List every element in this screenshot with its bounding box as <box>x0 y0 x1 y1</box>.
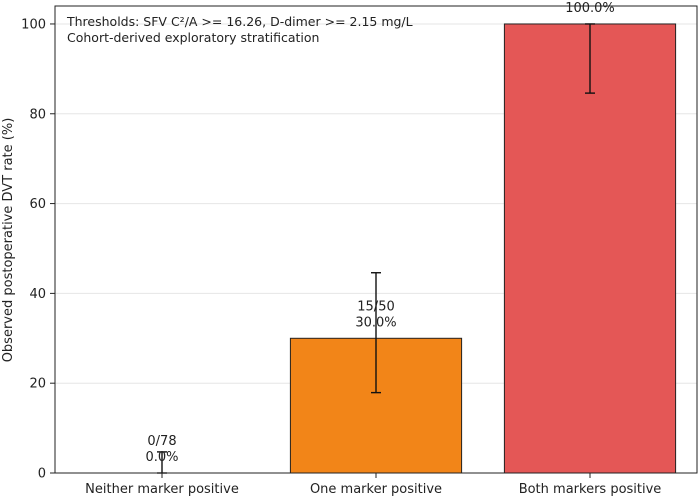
x-tick-label: Both markers positive <box>519 482 662 497</box>
bar-layer <box>289 23 677 474</box>
plot-frame <box>54 5 698 474</box>
y-tick-label: 20 <box>29 377 46 392</box>
y-axis-title: Observed postoperative DVT rate (%) <box>1 118 16 363</box>
annotation-line-2: Cohort-derived exploratory stratificatio… <box>67 30 319 45</box>
y-tick-label: 0 <box>38 467 46 482</box>
y-tick-label: 80 <box>29 107 46 122</box>
y-tick-label: 60 <box>29 197 46 212</box>
annotation-box: Thresholds: SFV C²/A >= 16.26, D-dimer >… <box>66 14 413 45</box>
x-tick-label: Neither marker positive <box>85 482 239 497</box>
annotation-line-1: Thresholds: SFV C²/A >= 16.26, D-dimer >… <box>66 14 413 29</box>
data-label-percent: 0.0% <box>145 450 178 465</box>
axis-layer: 0 20 40 60 80 100 Neither marker positive One m… <box>21 5 698 497</box>
data-label-percent: 30.0% <box>355 315 396 330</box>
bar <box>503 23 677 474</box>
data-label-percent: 100.0% <box>565 1 615 16</box>
data-label-count: 0/78 <box>147 434 176 449</box>
y-tick-label: 100 <box>21 17 46 32</box>
data-label-count: 15/50 <box>357 299 394 314</box>
y-tick-label: 40 <box>29 287 46 302</box>
x-tick-label: One marker positive <box>310 482 442 497</box>
